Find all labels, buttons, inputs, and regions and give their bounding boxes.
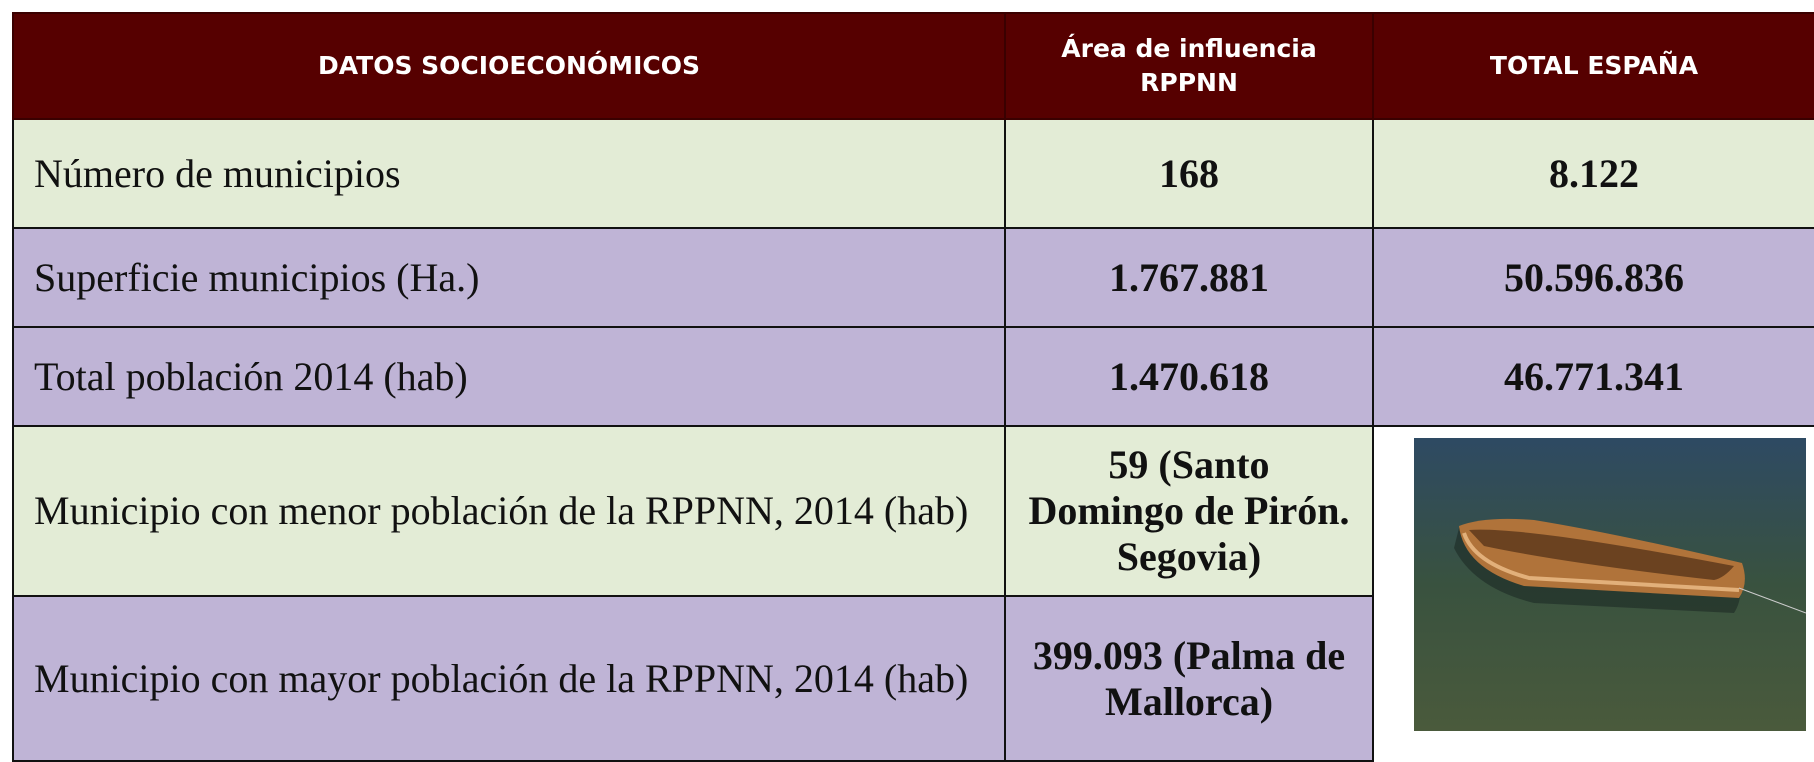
- label-cell: Número de municipios: [12, 118, 1006, 229]
- table-container: DATOS SOCIOECONÓMICOS Área de influencia…: [12, 12, 1814, 762]
- label-cell: Total población 2014 (hab): [12, 326, 1006, 427]
- row: Número de municipios 168 8.122: [12, 118, 1814, 229]
- header-row: DATOS SOCIOECONÓMICOS Área de influencia…: [12, 12, 1814, 120]
- label-cell: Superficie municipios (Ha.): [12, 227, 1006, 328]
- row: Municipio con mayor población de la RPPN…: [12, 595, 1814, 762]
- value-cell: 59 (Santo Domingo de Pirón. Segovia): [1004, 425, 1374, 597]
- value-cell: 46.771.341: [1372, 326, 1814, 427]
- row: Municipio con menor población de la RPPN…: [12, 425, 1814, 761]
- boat-photo: [1414, 438, 1806, 731]
- value-cell: 8.122: [1372, 118, 1814, 229]
- label-cell: Municipio con mayor población de la RPPN…: [12, 595, 1006, 762]
- header-cell: TOTAL ESPAÑA: [1372, 12, 1814, 120]
- value-cell: 399.093 (Palma de Mallorca): [1004, 595, 1374, 762]
- value-cell: 1.470.618: [1004, 326, 1374, 427]
- data-table: DATOS SOCIOECONÓMICOS Área de influencia…: [12, 12, 1814, 762]
- row: Total población 2014 (hab) 1.470.618 46.…: [12, 326, 1814, 427]
- value-cell: 1.767.881: [1004, 227, 1374, 328]
- value-cell: 168: [1004, 118, 1374, 229]
- header-cell: Área de influencia RPPNN: [1004, 12, 1374, 120]
- header-cell: DATOS SOCIOECONÓMICOS: [12, 12, 1006, 120]
- image-cell: [1372, 425, 1814, 761]
- row: Superficie municipios (Ha.) 1.767.881 50…: [12, 227, 1814, 328]
- label-cell: Municipio con menor población de la RPPN…: [12, 425, 1006, 597]
- value-cell: 50.596.836: [1372, 227, 1814, 328]
